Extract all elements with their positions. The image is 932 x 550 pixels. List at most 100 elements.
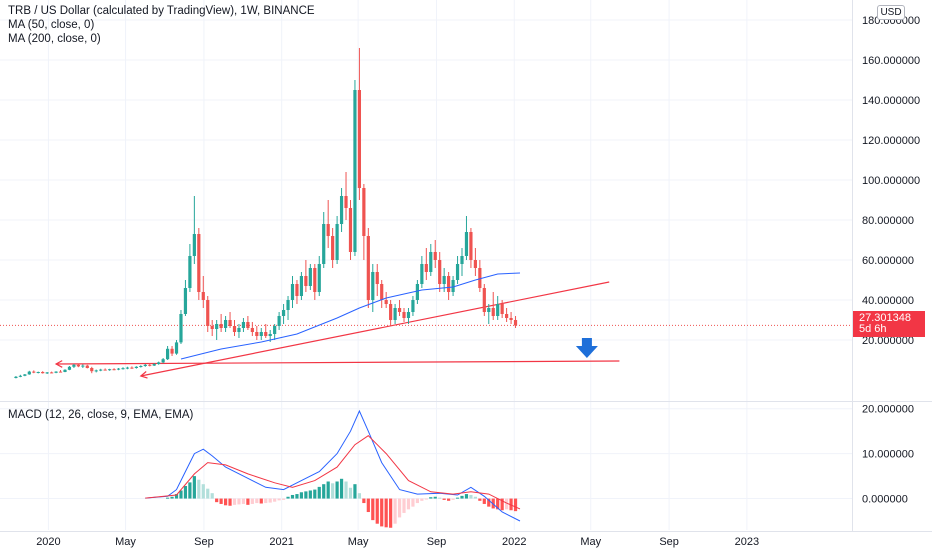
macd-histogram-bar xyxy=(362,498,366,504)
candle-body xyxy=(232,326,237,332)
macd-histogram-bar xyxy=(397,498,402,518)
macd-histogram-bar xyxy=(246,498,250,505)
candle-body xyxy=(152,364,156,366)
candle-body xyxy=(76,364,80,367)
candle-body xyxy=(210,326,214,329)
bar-countdown-label: 5d 6h xyxy=(853,322,925,337)
candle-body xyxy=(215,324,219,329)
candle-body xyxy=(134,366,138,368)
candle-body xyxy=(241,322,246,328)
macd-histogram-bar xyxy=(500,498,504,511)
candle-body xyxy=(429,252,433,272)
candle-body xyxy=(491,308,495,316)
candle-body xyxy=(384,300,388,304)
macd-histogram-bar xyxy=(223,498,228,506)
candle-body xyxy=(259,332,263,336)
candle-body xyxy=(326,224,330,236)
y-tick-label: 40.000000 xyxy=(862,295,914,307)
candle-body xyxy=(23,374,27,376)
macd-tick-label: 0.000000 xyxy=(862,494,908,506)
x-tick-label: May xyxy=(115,536,136,548)
candle-body xyxy=(513,320,518,326)
macd-histogram-bar xyxy=(393,498,397,524)
macd-histogram-bar xyxy=(286,496,290,499)
macd-histogram-bar xyxy=(277,498,281,501)
candle-body xyxy=(139,366,143,367)
x-tick-label: May xyxy=(580,536,601,548)
macd-histogram-bar xyxy=(424,498,428,500)
macd-histogram-bar xyxy=(478,498,482,501)
x-tick-label: May xyxy=(348,536,369,548)
candle-body xyxy=(375,272,379,284)
candle-body xyxy=(464,232,469,256)
macd-histogram-bar xyxy=(215,498,219,503)
candle-body xyxy=(58,371,63,373)
macd-histogram-bar xyxy=(170,496,174,499)
candle-body xyxy=(433,252,437,260)
macd-histogram-bar xyxy=(317,486,321,499)
candle-body xyxy=(179,314,183,343)
macd-histogram-bar xyxy=(232,498,237,505)
candle-body xyxy=(63,369,67,372)
macd-histogram-bar xyxy=(375,498,379,524)
macd-histogram-bar xyxy=(237,498,241,505)
macd-histogram-bar xyxy=(348,487,353,499)
macd-histogram-bar xyxy=(447,498,451,501)
candle-body xyxy=(299,276,304,296)
x-tick-label: 2020 xyxy=(36,536,60,548)
candle-body xyxy=(362,188,366,236)
macd-histogram-bar xyxy=(308,490,312,499)
macd-histogram-bar xyxy=(273,498,277,502)
candle-body xyxy=(54,371,58,373)
candle-body xyxy=(27,371,31,375)
candle-body xyxy=(313,268,317,292)
candle-body xyxy=(85,365,89,368)
candle-body xyxy=(442,276,446,284)
macd-histogram-bar xyxy=(384,498,388,528)
candle-body xyxy=(246,322,250,328)
candle-body xyxy=(183,288,188,314)
currency-badge[interactable]: USD xyxy=(877,5,905,20)
ma50-legend: MA (50, close, 0) xyxy=(8,19,95,31)
candle-body xyxy=(500,304,504,314)
candle-body xyxy=(50,372,54,374)
macd-histogram-bar xyxy=(460,495,464,499)
candle-body xyxy=(496,304,500,316)
candle-body xyxy=(18,375,22,377)
macd-histogram-bar xyxy=(250,498,254,504)
candle-body xyxy=(487,308,491,312)
macd-histogram-bar xyxy=(344,481,348,499)
candle-body xyxy=(165,348,170,360)
trendline-arrowhead xyxy=(139,371,148,379)
candle-body xyxy=(174,342,179,354)
candle-body xyxy=(125,367,130,369)
candle-body xyxy=(420,264,424,284)
candle-body xyxy=(67,366,72,370)
candle-body xyxy=(72,364,76,367)
candle-body xyxy=(322,224,326,264)
candle-body xyxy=(237,328,241,332)
candle-body xyxy=(273,326,277,334)
macd-histogram-bar xyxy=(464,494,469,499)
trendline-annotations xyxy=(0,281,852,379)
candle-body xyxy=(290,284,295,300)
macd-histogram-bar xyxy=(366,498,370,513)
candle-body xyxy=(295,284,299,296)
candle-body xyxy=(389,304,393,320)
macd-histogram-bar xyxy=(197,479,201,499)
candle-body xyxy=(451,280,455,292)
candle-body xyxy=(371,272,375,300)
macd-histogram-bar xyxy=(415,498,419,504)
candle-body xyxy=(281,310,286,316)
macd-histogram-bar xyxy=(389,498,393,528)
y-tick-label: 140.000000 xyxy=(862,95,920,107)
macd-histogram-bar xyxy=(295,494,299,499)
macd-histogram-bar xyxy=(353,484,357,499)
macd-histogram-bar xyxy=(259,498,263,504)
y-tick-label: 180.000000 xyxy=(862,15,920,27)
candle-body xyxy=(455,264,460,280)
drawing-annotations xyxy=(575,338,598,358)
candle-body xyxy=(357,90,362,188)
candle-body xyxy=(32,371,36,373)
